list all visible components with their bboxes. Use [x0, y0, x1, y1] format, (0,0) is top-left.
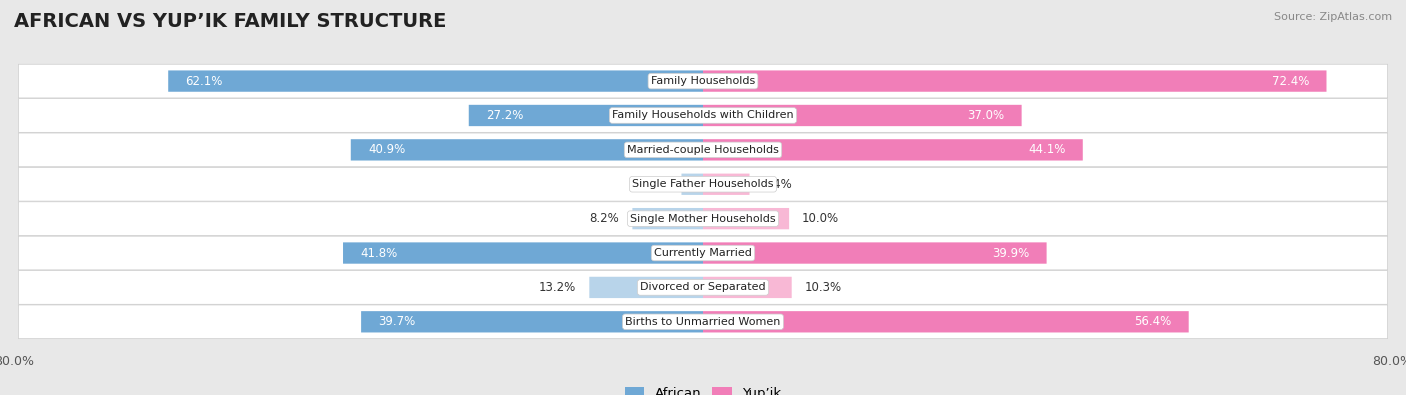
FancyBboxPatch shape — [633, 208, 703, 229]
Text: 72.4%: 72.4% — [1272, 75, 1309, 88]
FancyBboxPatch shape — [18, 64, 1388, 98]
Text: 62.1%: 62.1% — [186, 75, 222, 88]
FancyBboxPatch shape — [682, 173, 703, 195]
FancyBboxPatch shape — [703, 208, 789, 229]
Legend: African, Yup’ik: African, Yup’ik — [619, 381, 787, 395]
FancyBboxPatch shape — [703, 70, 1326, 92]
Text: 41.8%: 41.8% — [360, 246, 398, 260]
Text: Married-couple Households: Married-couple Households — [627, 145, 779, 155]
FancyBboxPatch shape — [343, 243, 703, 264]
Text: Family Households with Children: Family Households with Children — [612, 111, 794, 120]
Text: 10.0%: 10.0% — [801, 212, 839, 225]
FancyBboxPatch shape — [703, 139, 1083, 160]
Text: Currently Married: Currently Married — [654, 248, 752, 258]
FancyBboxPatch shape — [18, 305, 1388, 339]
Text: 39.9%: 39.9% — [993, 246, 1029, 260]
Text: 8.2%: 8.2% — [589, 212, 620, 225]
Text: Family Households: Family Households — [651, 76, 755, 86]
FancyBboxPatch shape — [18, 167, 1388, 201]
FancyBboxPatch shape — [18, 99, 1388, 132]
Text: AFRICAN VS YUP’IK FAMILY STRUCTURE: AFRICAN VS YUP’IK FAMILY STRUCTURE — [14, 12, 447, 31]
Text: 13.2%: 13.2% — [538, 281, 576, 294]
Text: 37.0%: 37.0% — [967, 109, 1004, 122]
FancyBboxPatch shape — [350, 139, 703, 160]
Text: 10.3%: 10.3% — [804, 281, 842, 294]
FancyBboxPatch shape — [703, 173, 749, 195]
Text: 56.4%: 56.4% — [1135, 315, 1171, 328]
Text: Births to Unmarried Women: Births to Unmarried Women — [626, 317, 780, 327]
Text: 27.2%: 27.2% — [486, 109, 523, 122]
Text: Single Father Households: Single Father Households — [633, 179, 773, 189]
FancyBboxPatch shape — [361, 311, 703, 333]
FancyBboxPatch shape — [703, 311, 1188, 333]
Text: Divorced or Separated: Divorced or Separated — [640, 282, 766, 292]
FancyBboxPatch shape — [18, 271, 1388, 304]
Text: 2.5%: 2.5% — [638, 178, 669, 191]
Text: Single Mother Households: Single Mother Households — [630, 214, 776, 224]
FancyBboxPatch shape — [703, 105, 1022, 126]
Text: 39.7%: 39.7% — [378, 315, 416, 328]
Text: 40.9%: 40.9% — [368, 143, 405, 156]
Text: 44.1%: 44.1% — [1028, 143, 1066, 156]
FancyBboxPatch shape — [18, 133, 1388, 167]
Text: 5.4%: 5.4% — [762, 178, 792, 191]
FancyBboxPatch shape — [169, 70, 703, 92]
FancyBboxPatch shape — [703, 277, 792, 298]
Text: Source: ZipAtlas.com: Source: ZipAtlas.com — [1274, 12, 1392, 22]
FancyBboxPatch shape — [468, 105, 703, 126]
FancyBboxPatch shape — [18, 236, 1388, 270]
FancyBboxPatch shape — [703, 243, 1046, 264]
FancyBboxPatch shape — [18, 202, 1388, 235]
FancyBboxPatch shape — [589, 277, 703, 298]
